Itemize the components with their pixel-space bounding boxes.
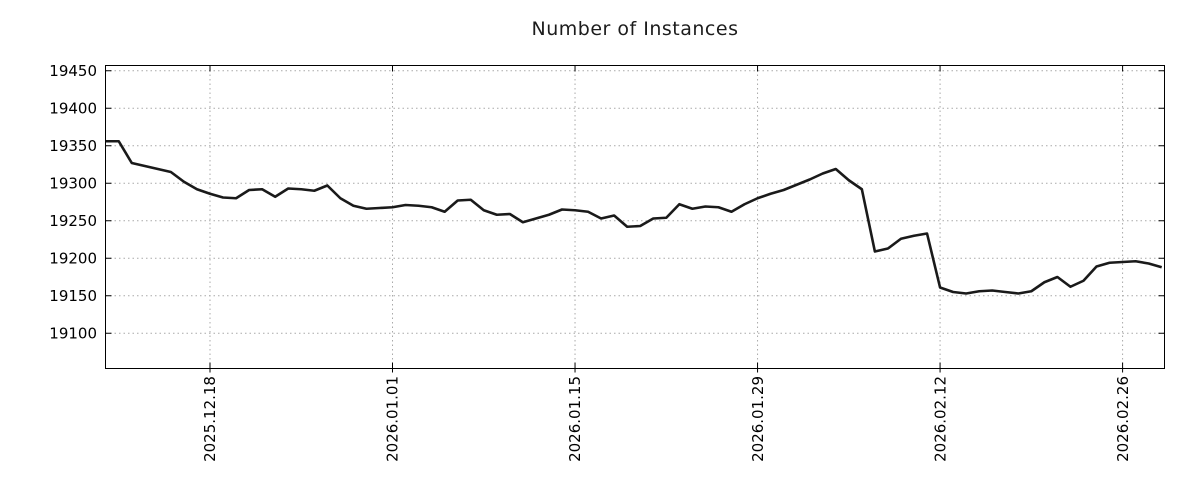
y-tick-label: 19150 xyxy=(49,287,97,305)
y-tick-label: 19450 xyxy=(49,62,97,80)
x-tick-label: 2026.02.26 xyxy=(1114,376,1132,462)
y-tick-label: 19400 xyxy=(49,99,97,117)
x-tick-label: 2026.01.29 xyxy=(749,376,767,462)
y-tick-label: 19300 xyxy=(49,174,97,192)
y-tick-label: 19200 xyxy=(49,249,97,267)
x-tick-label: 2025.12.18 xyxy=(201,376,219,462)
y-tick-label: 19250 xyxy=(49,212,97,230)
chart-title: Number of Instances xyxy=(531,18,739,40)
x-tick-label: 2026.01.15 xyxy=(566,376,584,462)
x-tick-label: 2026.02.12 xyxy=(931,376,949,462)
plot-border xyxy=(105,65,1165,369)
data-line xyxy=(105,139,1163,295)
x-tick-label: 2026.01.01 xyxy=(384,376,402,462)
y-tick-label: 19100 xyxy=(49,324,97,342)
y-tick-label: 19350 xyxy=(49,137,97,155)
